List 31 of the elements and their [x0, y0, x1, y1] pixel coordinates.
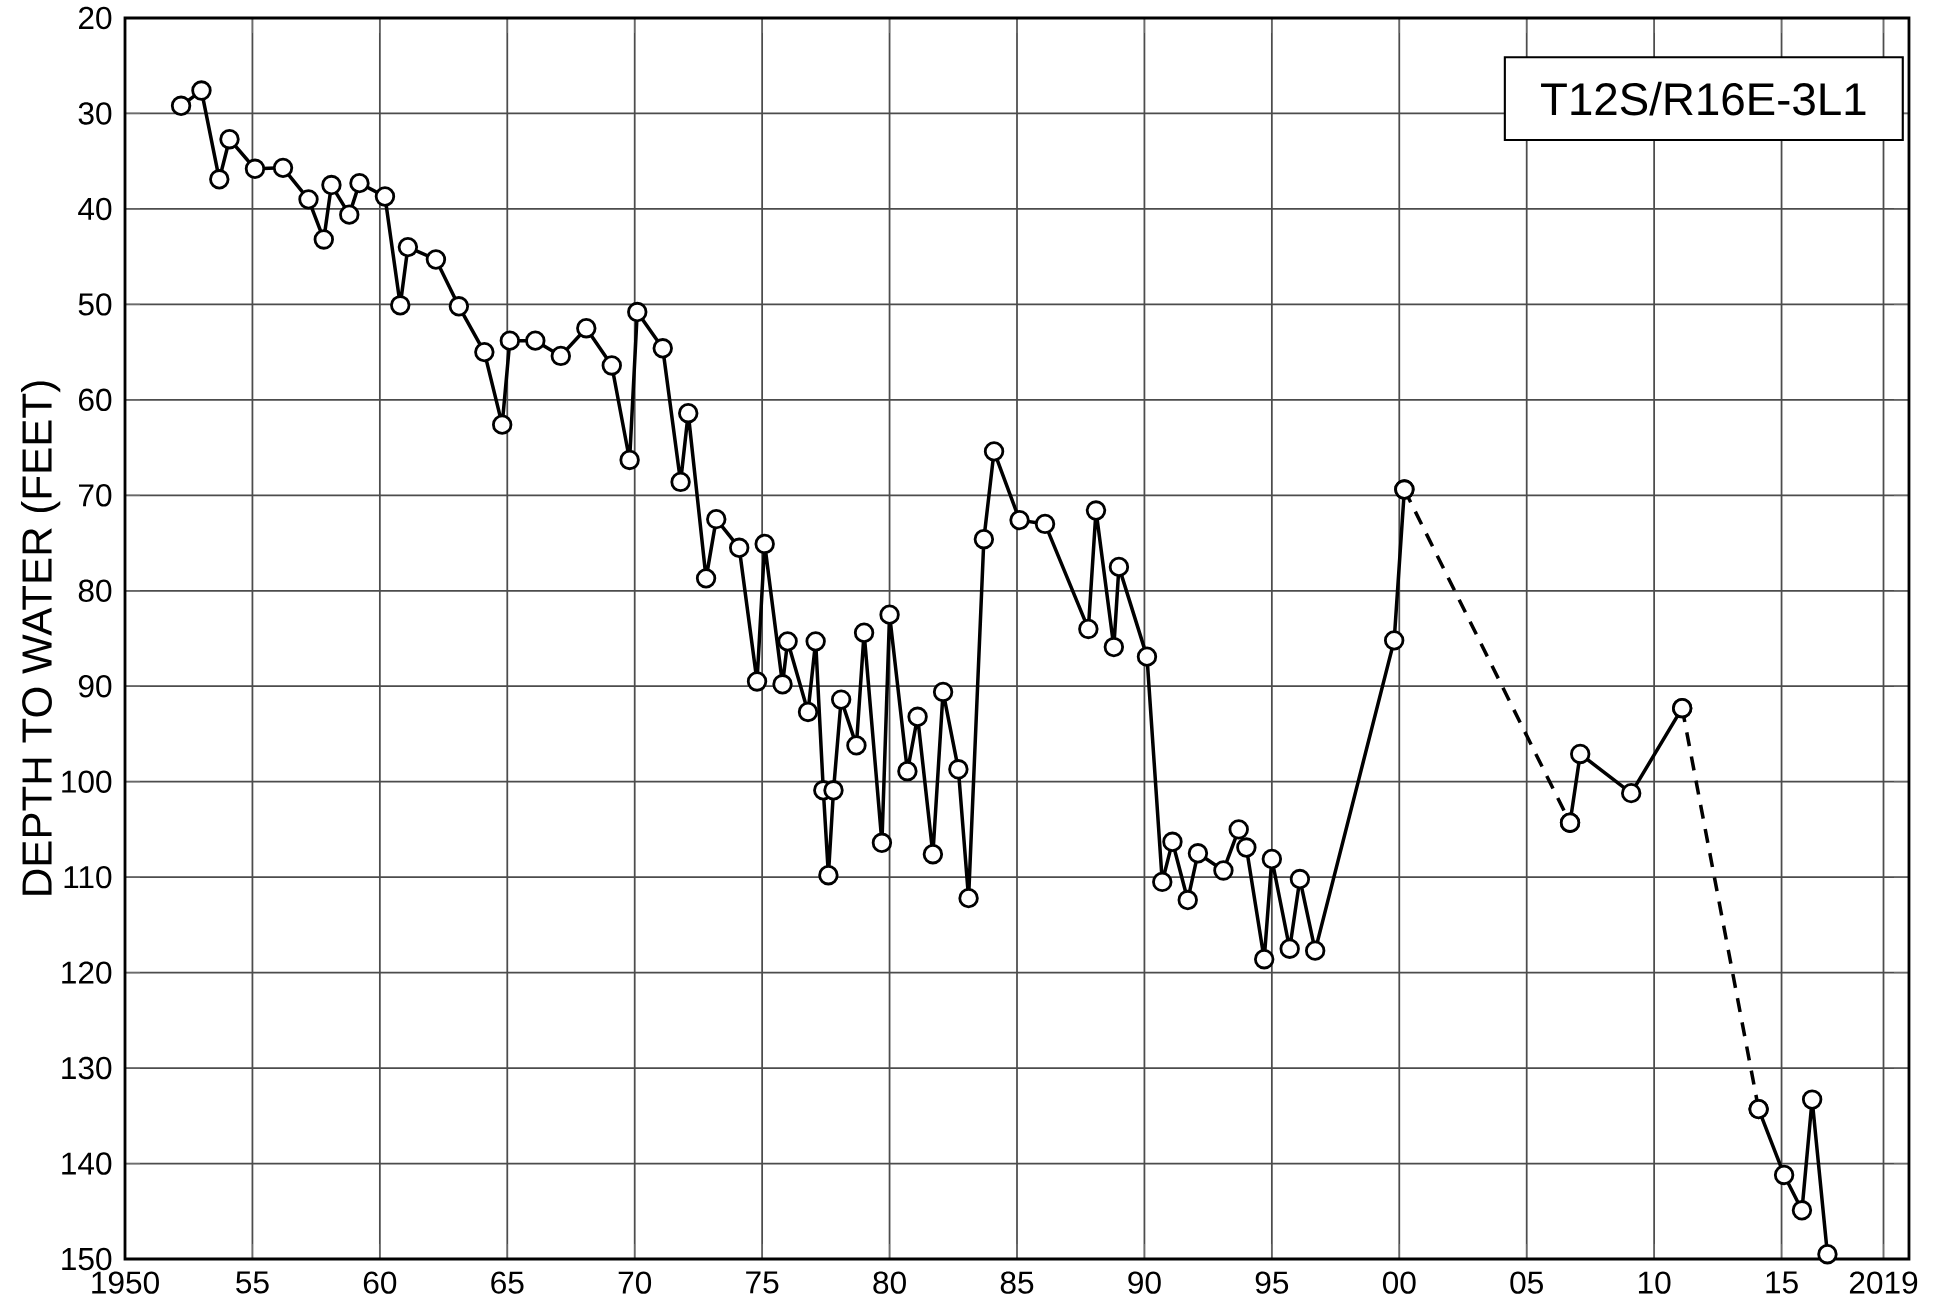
x-tick-label: 10 [1638, 1271, 1671, 1294]
x-tick-label: 15 [1766, 1271, 1798, 1294]
y-tick-label: 60 [79, 388, 112, 412]
y-tick-label: 30 [78, 102, 112, 125]
y-tick-label: 40 [78, 197, 112, 221]
x-tick-label: 85 [1000, 1271, 1034, 1294]
x-tick-label: 55 [236, 1271, 269, 1294]
y-tick-label: 90 [78, 675, 112, 698]
annotation: T12S/R16E-3L1 [1541, 81, 1866, 116]
y-tick-label: 140 [62, 1152, 112, 1175]
y-tick-label: 130 [62, 1056, 112, 1080]
x-tick-label: 95 [1255, 1271, 1289, 1294]
x-tick-label: 90 [1128, 1271, 1161, 1294]
x-tick-label: 70 [618, 1271, 652, 1294]
y-tick-label: 110 [64, 865, 112, 889]
y-tick-label: 50 [78, 293, 112, 316]
x-tick-label: 75 [746, 1271, 779, 1294]
y-tick-label: 100 [62, 770, 112, 793]
y-tick-label: 20 [79, 6, 112, 30]
y-tick-label: 150 [62, 1247, 112, 1271]
x-tick-label: 65 [491, 1271, 524, 1294]
x-tick-label: 2019 [1849, 1271, 1918, 1294]
x-tick-label: 05 [1510, 1271, 1543, 1294]
y-tick-label: 70 [79, 484, 112, 507]
x-tick-label: 00 [1382, 1271, 1416, 1294]
y-tick-label: 120 [62, 961, 112, 984]
x-tick-label: 80 [873, 1271, 906, 1294]
y-tick-label: 80 [78, 579, 112, 602]
x-tick-label: 1950 [92, 1271, 159, 1294]
x-tick-label: 60 [363, 1271, 397, 1294]
y-axis-title: DEPTH TO WATER (FEET) [21, 381, 61, 895]
